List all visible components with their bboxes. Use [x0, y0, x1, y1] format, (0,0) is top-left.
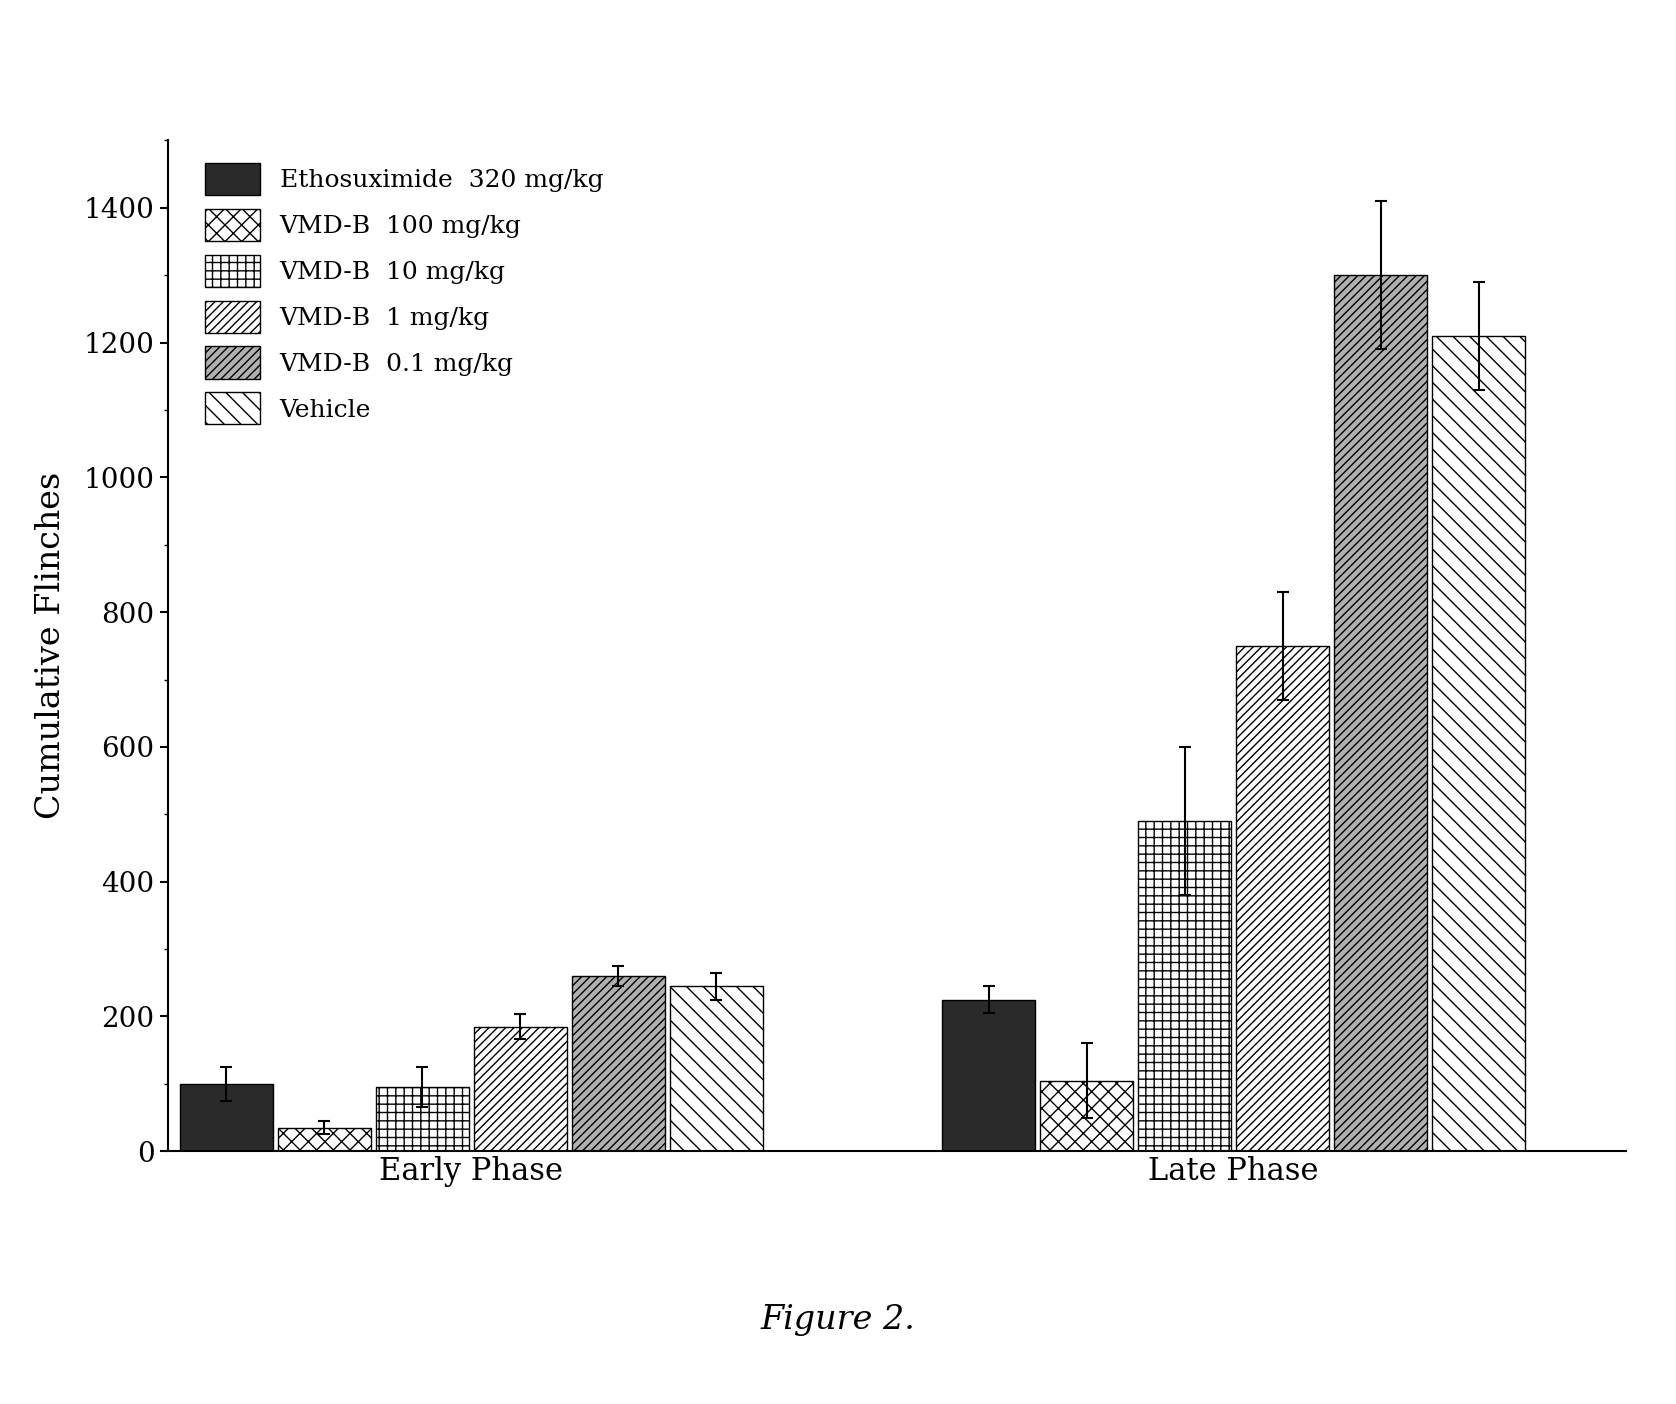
Legend: Ethosuximide  320 mg/kg, VMD-B  100 mg/kg, VMD-B  10 mg/kg, VMD-B  1 mg/kg, VMD-: Ethosuximide 320 mg/kg, VMD-B 100 mg/kg,… [194, 153, 613, 434]
Bar [278, 1127, 370, 1151]
Text: Figure 2.: Figure 2. [761, 1304, 915, 1335]
Bar [572, 976, 665, 1151]
Bar [1237, 646, 1329, 1151]
Bar [179, 1084, 273, 1151]
Bar [942, 1000, 1036, 1151]
Bar [474, 1026, 566, 1151]
Bar [1138, 821, 1232, 1151]
Bar [1334, 275, 1428, 1151]
Bar [670, 986, 763, 1151]
Bar [375, 1087, 469, 1151]
Y-axis label: Cumulative Flinches: Cumulative Flinches [35, 472, 67, 820]
Bar [1433, 336, 1525, 1151]
Bar [1041, 1081, 1133, 1151]
